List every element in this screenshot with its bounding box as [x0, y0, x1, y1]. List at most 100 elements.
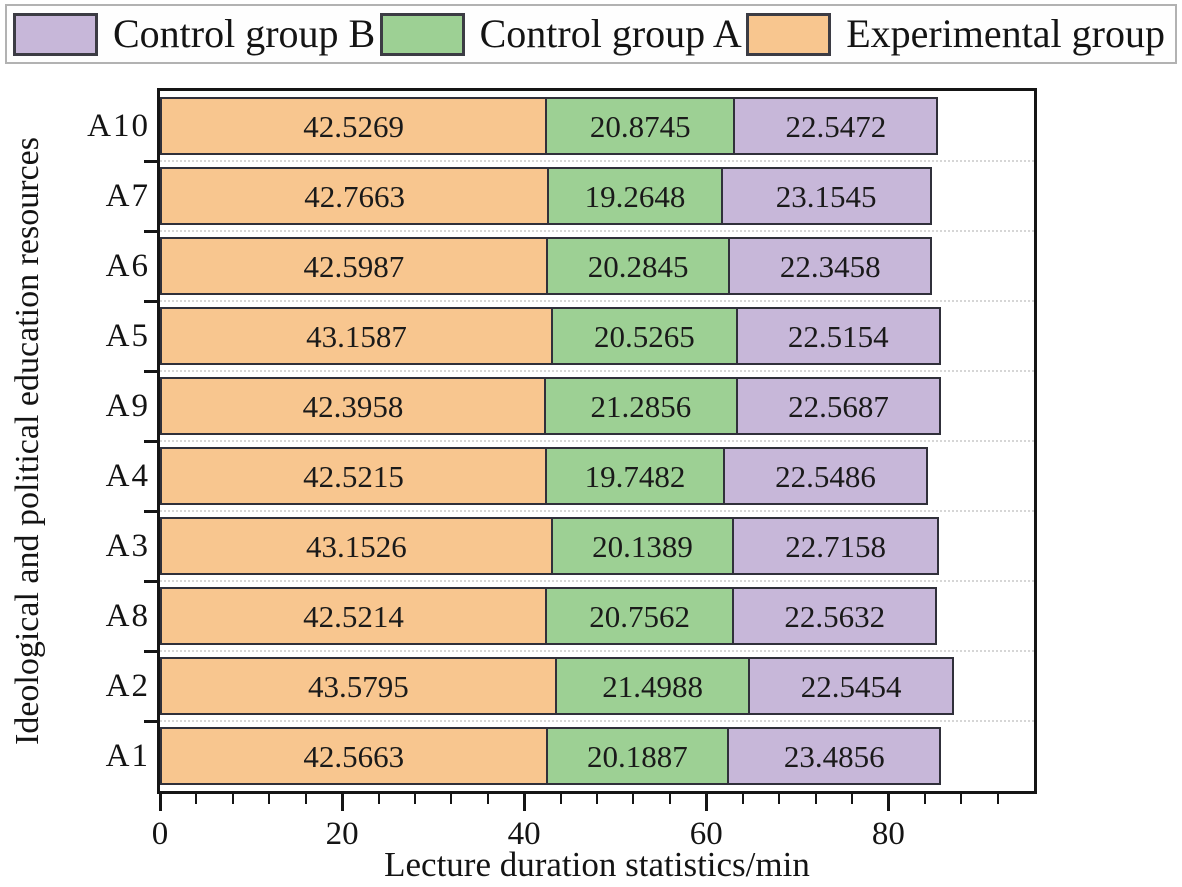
category-label-a1: A1 [105, 738, 150, 774]
bar-row-a3: 43.1526 20.1389 22.7158 [160, 511, 1034, 581]
legend-swatch-orange [746, 12, 832, 56]
bar-row-a1: 42.5663 20.1887 23.4856 [160, 721, 1034, 791]
x-major-tick [340, 794, 344, 811]
bar-value-label: 19.2648 [584, 178, 686, 214]
gridline [160, 580, 1034, 582]
gridline [160, 440, 1034, 442]
x-minor-tick [596, 794, 598, 804]
category-label-a8: A8 [105, 598, 150, 634]
y-axis-tick [144, 439, 157, 443]
category-label-a10: A10 [87, 108, 150, 144]
bar-value-label: 42.5269 [303, 108, 404, 144]
bar-segment-control-group-b: 22.3458 [728, 237, 932, 295]
x-minor-tick [486, 794, 489, 804]
x-tick-label-40: 40 [507, 816, 541, 852]
bar-segment-experimental-group: 42.5269 [160, 97, 548, 155]
bar-segment-control-group-b: 22.5154 [735, 307, 941, 365]
legend-label: Control group A [479, 11, 742, 56]
x-minor-tick [960, 794, 963, 804]
x-minor-tick [632, 794, 635, 804]
x-minor-tick [377, 794, 380, 804]
bar-value-label: 22.3458 [779, 248, 881, 284]
bar-value-label: 20.7562 [589, 598, 690, 634]
bar-segment-control-group-a: 20.2845 [545, 237, 731, 295]
bar-value-label: 20.1389 [592, 528, 693, 564]
x-minor-tick [450, 794, 453, 804]
bar-row-a2: 43.5795 21.4988 22.5454 [160, 651, 1034, 721]
gridline [160, 650, 1034, 652]
y-axis-tick [144, 299, 157, 303]
category-label-a2: A2 [105, 668, 150, 704]
x-minor-tick [559, 794, 562, 804]
bar-value-label: 22.5632 [784, 598, 886, 634]
x-minor-tick [814, 794, 817, 804]
bar-row-a4: 42.5215 19.7482 22.5486 [160, 441, 1034, 511]
bar-segment-experimental-group: 42.5987 [160, 237, 548, 295]
bar-segment-control-group-a: 19.7482 [545, 447, 725, 505]
y-axis-tick [144, 159, 157, 163]
bar-segment-control-group-b: 23.1545 [720, 167, 932, 225]
category-label-a4: A4 [105, 458, 150, 494]
category-label-a5: A5 [105, 318, 150, 354]
bar-segment-experimental-group: 42.5214 [160, 587, 548, 645]
x-minor-tick [268, 794, 271, 804]
x-minor-tick [231, 794, 234, 804]
x-minor-tick [850, 794, 853, 804]
bar-value-label: 42.5663 [303, 738, 405, 774]
y-axis-tick [144, 649, 157, 653]
bar-segment-control-group-a: 21.4988 [554, 657, 751, 715]
bar-value-label: 23.4856 [783, 738, 885, 774]
bar-row-a5: 43.1587 20.5265 22.5154 [160, 301, 1034, 371]
plot-area: 42.5269 20.8745 22.5472 42.7663 19.2648 23.15… [144, 88, 1037, 794]
y-axis-tick [144, 369, 157, 373]
y-category-labels: A10 A7 A6 A5 A9 A4 A3 A8 A2 A1 [60, 91, 150, 791]
bar-segment-control-group-a: 19.2648 [547, 167, 723, 225]
bar-segment-experimental-group: 43.1526 [160, 517, 553, 575]
category-label-a9: A9 [105, 388, 150, 424]
legend-item-control-group-b: Control group B [13, 11, 376, 56]
bar-segment-control-group-b: 22.7158 [732, 517, 939, 575]
category-label-a7: A7 [105, 178, 150, 214]
bar-value-label: 42.5987 [303, 248, 405, 284]
bar-segment-experimental-group: 43.5795 [160, 657, 557, 715]
bar-value-label: 20.5265 [593, 318, 695, 354]
bar-segment-control-group-a: 20.7562 [545, 587, 735, 645]
bar-value-label: 20.1887 [587, 738, 688, 774]
bar-value-label: 19.7482 [584, 458, 686, 494]
bar-value-label: 20.8745 [589, 108, 691, 144]
bar-segment-control-group-a: 20.1887 [545, 727, 730, 785]
bar-value-label: 22.7158 [785, 528, 886, 564]
bar-row-a8: 42.5214 20.7562 22.5632 [160, 581, 1034, 651]
bar-segment-experimental-group: 42.3958 [160, 377, 546, 435]
bar-segment-control-group-b: 22.5454 [748, 657, 954, 715]
bar-value-label: 42.3958 [302, 388, 404, 424]
bar-segment-control-group-b: 22.5687 [735, 377, 942, 435]
bar-value-label: 21.4988 [602, 668, 703, 704]
x-major-tick [158, 794, 162, 811]
legend-label: Control group B [113, 11, 376, 56]
bar-value-label: 22.5687 [788, 388, 889, 424]
bar-row-a10: 42.5269 20.8745 22.5472 [160, 91, 1034, 161]
x-minor-tick [668, 794, 671, 804]
x-minor-tick [741, 794, 744, 804]
x-tick-label-20: 20 [325, 816, 359, 852]
bar-value-label: 23.1545 [775, 178, 877, 214]
gridline [160, 230, 1034, 232]
x-tick-label-80: 80 [871, 816, 905, 852]
bar-segment-control-group-a: 20.8745 [545, 97, 736, 155]
bar-segment-control-group-a: 21.2856 [543, 377, 738, 435]
bar-value-label: 22.5154 [787, 318, 889, 354]
x-axis: 0 20 40 60 80 [152, 794, 1034, 886]
x-tick-label-60: 60 [689, 816, 723, 852]
x-tick-label-0: 0 [151, 816, 169, 852]
bar-value-label: 21.2856 [590, 388, 692, 424]
legend-label: Experimental group [846, 11, 1165, 56]
bar-segment-control-group-b: 22.5486 [722, 447, 929, 505]
x-minor-tick [413, 794, 416, 804]
bar-value-label: 20.2845 [587, 248, 689, 284]
x-major-tick [704, 794, 708, 811]
gridline [160, 510, 1034, 512]
gridline [160, 720, 1034, 722]
bar-segment-control-group-a: 20.1389 [550, 517, 735, 575]
bar-segment-control-group-b: 22.5632 [732, 587, 938, 645]
